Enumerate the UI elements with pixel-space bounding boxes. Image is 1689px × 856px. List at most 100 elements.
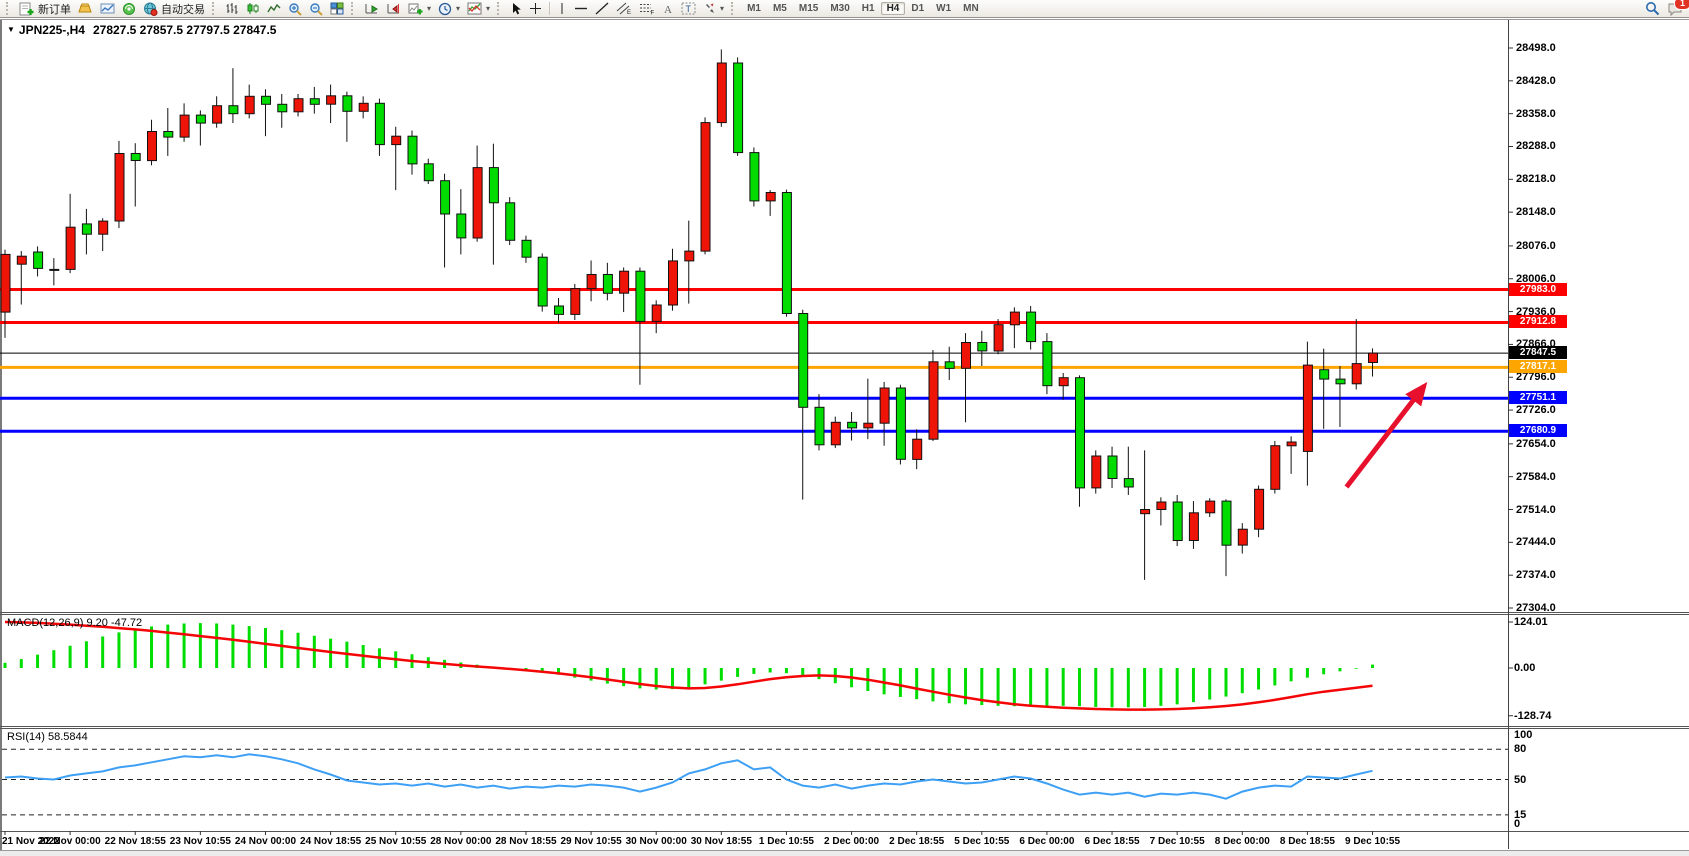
candle-body xyxy=(228,105,239,115)
vertical-line-tool-button[interactable] xyxy=(554,1,570,17)
trendline-tool-button[interactable] xyxy=(592,1,612,17)
gold-button[interactable] xyxy=(75,1,96,17)
fibonacci-tool-button[interactable]: F xyxy=(636,1,658,17)
autotrade-label: 自动交易 xyxy=(161,3,205,16)
rsi-value: 58.5844 xyxy=(47,731,88,743)
autotrade-globe-icon xyxy=(143,2,158,16)
chat-button[interactable]: 1 xyxy=(1664,0,1689,17)
candle-body xyxy=(114,153,125,222)
svg-text:A: A xyxy=(664,4,672,15)
tile-windows-button[interactable] xyxy=(327,1,347,17)
line-chart-icon xyxy=(267,2,281,15)
indicators-button[interactable]: ▾ xyxy=(464,1,493,17)
bar-chart-button[interactable] xyxy=(222,1,242,17)
toolbar-grip[interactable] xyxy=(351,2,357,15)
fibonacci-icon: F xyxy=(639,2,655,15)
candle-body xyxy=(1237,528,1248,546)
autotrade-button[interactable]: 自动交易 xyxy=(140,1,208,17)
timeframe-button-mn[interactable]: MN xyxy=(963,2,979,14)
candle-body xyxy=(1351,363,1362,385)
candle-body xyxy=(944,361,955,369)
candle-body xyxy=(326,95,337,105)
new-chart-icon xyxy=(408,2,423,15)
candle-body xyxy=(244,95,255,115)
candle-body xyxy=(261,95,271,105)
macd-signal-line xyxy=(4,620,1373,711)
chart-window xyxy=(0,19,1689,850)
candle-body xyxy=(374,102,385,146)
chevron-down-icon: ▾ xyxy=(456,4,461,13)
text-label-tool-button[interactable]: T xyxy=(678,1,699,17)
candle-body xyxy=(407,135,418,165)
timeframe-button-w1[interactable]: W1 xyxy=(936,2,952,14)
toolbar-grip[interactable] xyxy=(731,2,737,15)
collapse-triangle-icon[interactable]: ▼ xyxy=(7,25,15,34)
candle-body xyxy=(928,361,939,440)
timeframe-button-h4[interactable]: H4 xyxy=(880,1,906,15)
notification-badge: 1 xyxy=(1674,0,1689,10)
candle-body xyxy=(1107,455,1118,479)
text-icon: A xyxy=(662,2,674,15)
candle-body xyxy=(98,220,109,235)
arrow-shapes-button[interactable]: ▾ xyxy=(700,1,727,17)
toolbar-grip[interactable] xyxy=(497,2,503,15)
timeframe-button-m5[interactable]: M5 xyxy=(772,2,787,14)
new-order-label: 新订单 xyxy=(38,3,71,16)
candle-body xyxy=(391,135,402,146)
candle-body xyxy=(586,274,597,290)
timeframe-button-d1[interactable]: D1 xyxy=(911,2,925,14)
chart-title[interactable]: ▼ JPN225-,H4 27827.5 27857.5 27797.5 27847… xyxy=(7,23,276,37)
new-chart-button[interactable]: ▾ xyxy=(405,1,434,17)
svg-text:F: F xyxy=(651,11,655,16)
period-clock-button[interactable]: ▾ xyxy=(435,1,463,17)
line-chart-button[interactable] xyxy=(264,1,284,17)
zoom-out-button[interactable] xyxy=(306,1,326,17)
candle-body xyxy=(65,226,76,270)
search-icon xyxy=(1645,1,1660,16)
candle-body xyxy=(1009,311,1020,326)
equidistant-channel-tool-button[interactable]: E xyxy=(613,1,635,17)
zoom-in-button[interactable] xyxy=(285,1,305,17)
horizontal-line-tool-button[interactable] xyxy=(571,1,591,17)
candle-body xyxy=(309,98,320,105)
candle-body xyxy=(163,131,174,138)
candle-body xyxy=(293,98,304,113)
candle-body xyxy=(1319,369,1330,380)
signal-button[interactable] xyxy=(119,1,139,17)
rsi-line xyxy=(4,753,1373,800)
cursor-tool-button[interactable] xyxy=(507,1,525,17)
auto-scroll-button[interactable] xyxy=(361,1,382,17)
chart-shift-button[interactable] xyxy=(383,1,404,17)
candle-body xyxy=(1205,500,1216,514)
timeframe-button-m1[interactable]: M1 xyxy=(747,2,761,14)
timeframe-button-m15[interactable]: M15 xyxy=(798,2,819,14)
candle-body xyxy=(472,167,483,239)
candle-body xyxy=(684,250,695,262)
new-order-button[interactable]: 新订单 xyxy=(16,1,74,17)
chevron-down-icon: ▾ xyxy=(427,4,432,13)
text-label-icon: T xyxy=(681,2,696,15)
timeframe-button-m30[interactable]: M30 xyxy=(830,2,850,14)
candlestick-button[interactable] xyxy=(243,1,263,17)
main-toolbar: 新订单 自动交易 ▾ ▾ ▾ E F A T ▾ M1 M5 M15 M30 H1 H4 D… xyxy=(0,0,1689,18)
candle-body xyxy=(863,422,874,429)
candle-body xyxy=(147,131,157,162)
timeframe-button-h1[interactable]: H1 xyxy=(861,2,875,14)
candle-body xyxy=(668,260,678,306)
toolbar-grip[interactable] xyxy=(212,2,218,15)
candle-body xyxy=(1026,311,1037,343)
history-chart-button[interactable] xyxy=(97,1,118,17)
auto-scroll-icon xyxy=(364,2,379,15)
indicators-icon xyxy=(467,2,482,15)
candle-body xyxy=(195,114,206,124)
toolbar-grip[interactable] xyxy=(6,2,12,15)
crosshair-tool-button[interactable] xyxy=(526,1,545,17)
candle-body xyxy=(765,192,776,202)
text-tool-button[interactable]: A xyxy=(659,1,677,17)
candle-body xyxy=(912,438,923,460)
search-button[interactable] xyxy=(1642,1,1663,17)
new-order-icon xyxy=(19,2,35,16)
candle-body xyxy=(700,122,711,252)
candle-body xyxy=(212,105,223,124)
